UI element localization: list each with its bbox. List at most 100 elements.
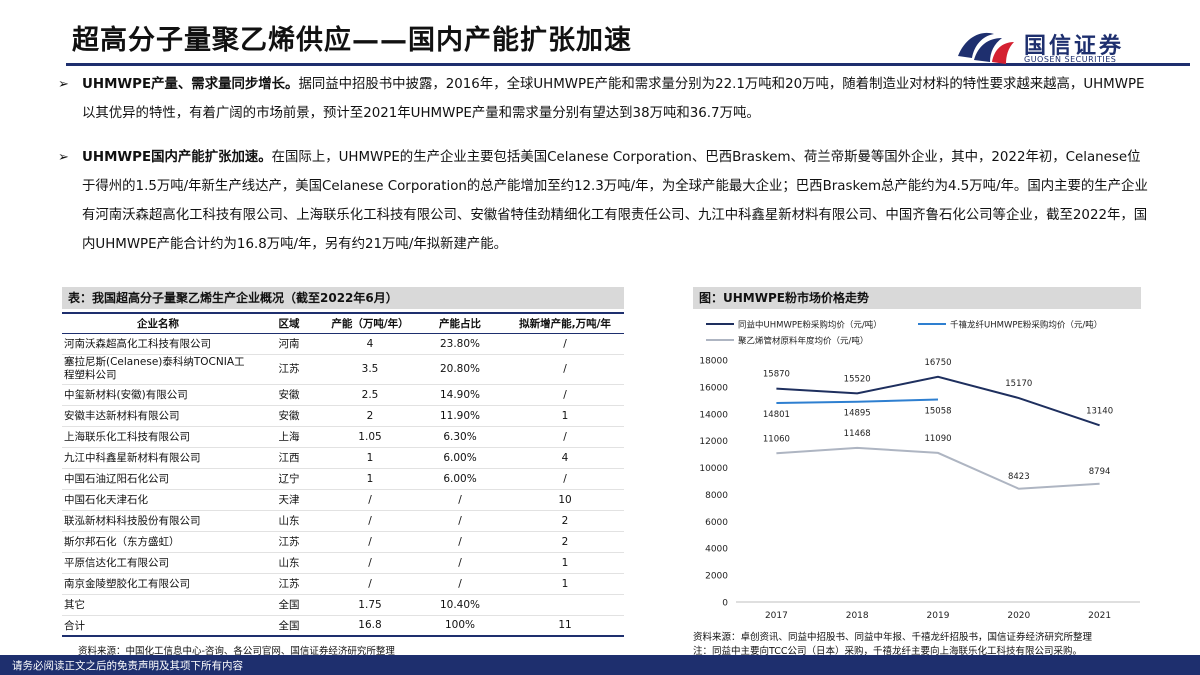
- cell-new-capacity: /: [506, 384, 624, 406]
- cell-new-capacity: 11: [506, 615, 624, 637]
- data-label: 14895: [844, 409, 871, 419]
- cell-new-capacity: 2: [506, 510, 624, 532]
- cell-share: /: [414, 510, 506, 532]
- cell-capacity: /: [326, 489, 414, 511]
- cell-share: 6.00%: [414, 468, 506, 490]
- cell-company: 上海联乐化工科技有限公司: [62, 426, 252, 448]
- cell-share: 14.90%: [414, 384, 506, 406]
- series-line: [776, 446, 1100, 490]
- title-underline: [66, 63, 1190, 66]
- legend-label: 同益中UHMWPE粉采购均价（元/吨）: [738, 320, 882, 331]
- header-new-capacity: 拟新增产能,万吨/年: [506, 312, 624, 334]
- chart-title: 图：UHMWPE粉市场价格走势: [693, 287, 1141, 309]
- cell-capacity: /: [326, 531, 414, 553]
- cell-new-capacity: 1: [506, 405, 624, 427]
- cell-new-capacity: 1: [506, 552, 624, 574]
- cell-capacity: 4: [326, 333, 414, 355]
- cell-new-capacity: /: [506, 468, 624, 490]
- y-tick-label: 6000: [705, 518, 728, 528]
- footer-bar: 请务必阅读正文之后的免责声明及其项下所有内容: [0, 655, 1200, 675]
- x-tick-label: 2021: [1088, 611, 1111, 621]
- y-tick-label: 4000: [705, 545, 728, 555]
- paragraph-lead: UHMWPE国内产能扩张加速。: [82, 150, 272, 165]
- cell-company: 中国石化天津石化: [62, 489, 252, 511]
- cell-region: 江苏: [252, 354, 326, 385]
- x-tick-label: 2018: [846, 611, 869, 621]
- y-tick-label: 8000: [705, 491, 728, 501]
- cell-company: 九江中科鑫星新材料有限公司: [62, 447, 252, 469]
- cell-new-capacity: 2: [506, 531, 624, 553]
- cell-new-capacity: 1: [506, 573, 624, 595]
- arrow-bullet-icon: ➢: [58, 150, 69, 165]
- table-header-row: 企业名称 区域 产能（万吨/年） 产能占比 拟新增产能,万吨/年: [62, 312, 624, 334]
- data-label: 14801: [763, 410, 790, 420]
- cell-company: 其它: [62, 594, 252, 616]
- paragraph-production-demand: ➢ UHMWPE产量、需求量同步增长。据同益中招股书中披露，2016年，全球UH…: [58, 70, 1148, 128]
- disclaimer-text: 请务必阅读正文之后的免责声明及其项下所有内容: [12, 660, 243, 672]
- cell-company: 合计: [62, 615, 252, 637]
- header-capacity: 产能（万吨/年）: [326, 312, 414, 334]
- y-tick-label: 2000: [705, 572, 728, 582]
- cell-region: 全国: [252, 594, 326, 616]
- data-label: 15170: [1005, 379, 1032, 389]
- paragraph-body: 据同益中招股书中披露，2016年，全球UHMWPE产能和需求量分别为22.1万吨…: [82, 77, 1145, 121]
- paragraph-body: 在国际上，UHMWPE的生产企业主要包括美国Celanese Corporati…: [82, 150, 1148, 252]
- table-row: 塞拉尼斯(Celanese)泰科纳TOCNIA工程塑料公司 江苏 3.5 20.80%…: [62, 354, 624, 385]
- cell-share: 100%: [414, 615, 506, 637]
- cell-share: /: [414, 489, 506, 511]
- data-label: 11060: [763, 434, 790, 444]
- data-label: 13140: [1086, 406, 1113, 416]
- cell-share: 6.00%: [414, 447, 506, 469]
- table-row: 平原信达化工有限公司 山东 //1: [62, 552, 624, 574]
- paragraph-lead: UHMWPE产量、需求量同步增长。: [82, 77, 299, 92]
- cell-share: 20.80%: [414, 354, 506, 385]
- series-line: [776, 375, 1100, 427]
- cell-new-capacity: /: [506, 333, 624, 355]
- cell-capacity: 3.5: [326, 354, 414, 385]
- chart-source: 资料来源：卓创资讯、同益中招股书、同益中年报、千禧龙纤招股书，国信证券经济研究所…: [693, 632, 1093, 643]
- cell-company: 平原信达化工有限公司: [62, 552, 252, 574]
- cell-capacity: 2.5: [326, 384, 414, 406]
- table-row: 斯尔邦石化（东方盛虹） 江苏 //2: [62, 531, 624, 553]
- cell-region: 江苏: [252, 531, 326, 553]
- cell-region: 上海: [252, 426, 326, 448]
- x-tick-label: 2019: [927, 611, 950, 621]
- y-tick-label: 18000: [699, 357, 728, 367]
- enterprise-table: 企业名称 区域 产能（万吨/年） 产能占比 拟新增产能,万吨/年 河南沃森超高化…: [62, 312, 624, 637]
- cell-new-capacity: /: [506, 426, 624, 448]
- cell-share: /: [414, 531, 506, 553]
- cell-region: 全国: [252, 615, 326, 637]
- data-label: 16750: [924, 358, 951, 368]
- legend-label: 聚乙烯管材原料年度均价（元/吨）: [738, 336, 868, 347]
- cell-capacity: /: [326, 573, 414, 595]
- cell-share: 11.90%: [414, 405, 506, 427]
- y-tick-label: 0: [722, 599, 728, 609]
- arrow-bullet-icon: ➢: [58, 77, 69, 92]
- table-row: 南京金陵塑胶化工有限公司 江苏 //1: [62, 573, 624, 595]
- cell-region: 安徽: [252, 405, 326, 427]
- table-row: 上海联乐化工科技有限公司 上海 1.05 6.30% /: [62, 426, 624, 448]
- cell-capacity: 1.05: [326, 426, 414, 448]
- table-row: 中玺新材料(安徽)有限公司 安徽 2.5 14.90% /: [62, 384, 624, 406]
- cell-company: 中国石油辽阳石化公司: [62, 468, 252, 490]
- cell-capacity: 1.75: [326, 594, 414, 616]
- page-header: 超高分子量聚乙烯供应——国内产能扩张加速 国信证券 GUOSEN SECURIT…: [0, 0, 1200, 68]
- data-label: 15058: [924, 407, 951, 417]
- cell-capacity: 1: [326, 468, 414, 490]
- table-row: 九江中科鑫星新材料有限公司 江西 1 6.00% 4: [62, 447, 624, 469]
- logo-chinese-text: 国信证券: [1024, 34, 1125, 59]
- logo-english-text: GUOSEN SECURITIES: [1024, 55, 1117, 64]
- cell-company: 塞拉尼斯(Celanese)泰科纳TOCNIA工程塑料公司: [62, 354, 252, 385]
- cell-new-capacity: 10: [506, 489, 624, 511]
- data-label: 15870: [763, 370, 790, 380]
- cell-company: 联泓新材料科技股份有限公司: [62, 510, 252, 532]
- header-company: 企业名称: [62, 312, 252, 334]
- chart-note: 注：同益中主要向TCC公司（日本）采购，千禧龙纤主要向上海联乐化工科技有限公司采…: [693, 646, 1083, 657]
- table-row: 其它 全国 1.75 10.40%: [62, 594, 624, 616]
- cell-region: 山东: [252, 552, 326, 574]
- guosen-logo-icon: [958, 32, 1014, 64]
- cell-share: 10.40%: [414, 594, 506, 616]
- table-title: 表：我国超高分子量聚乙烯生产企业概况（截至2022年6月）: [62, 287, 624, 309]
- cell-company: 南京金陵塑胶化工有限公司: [62, 573, 252, 595]
- cell-region: 河南: [252, 333, 326, 355]
